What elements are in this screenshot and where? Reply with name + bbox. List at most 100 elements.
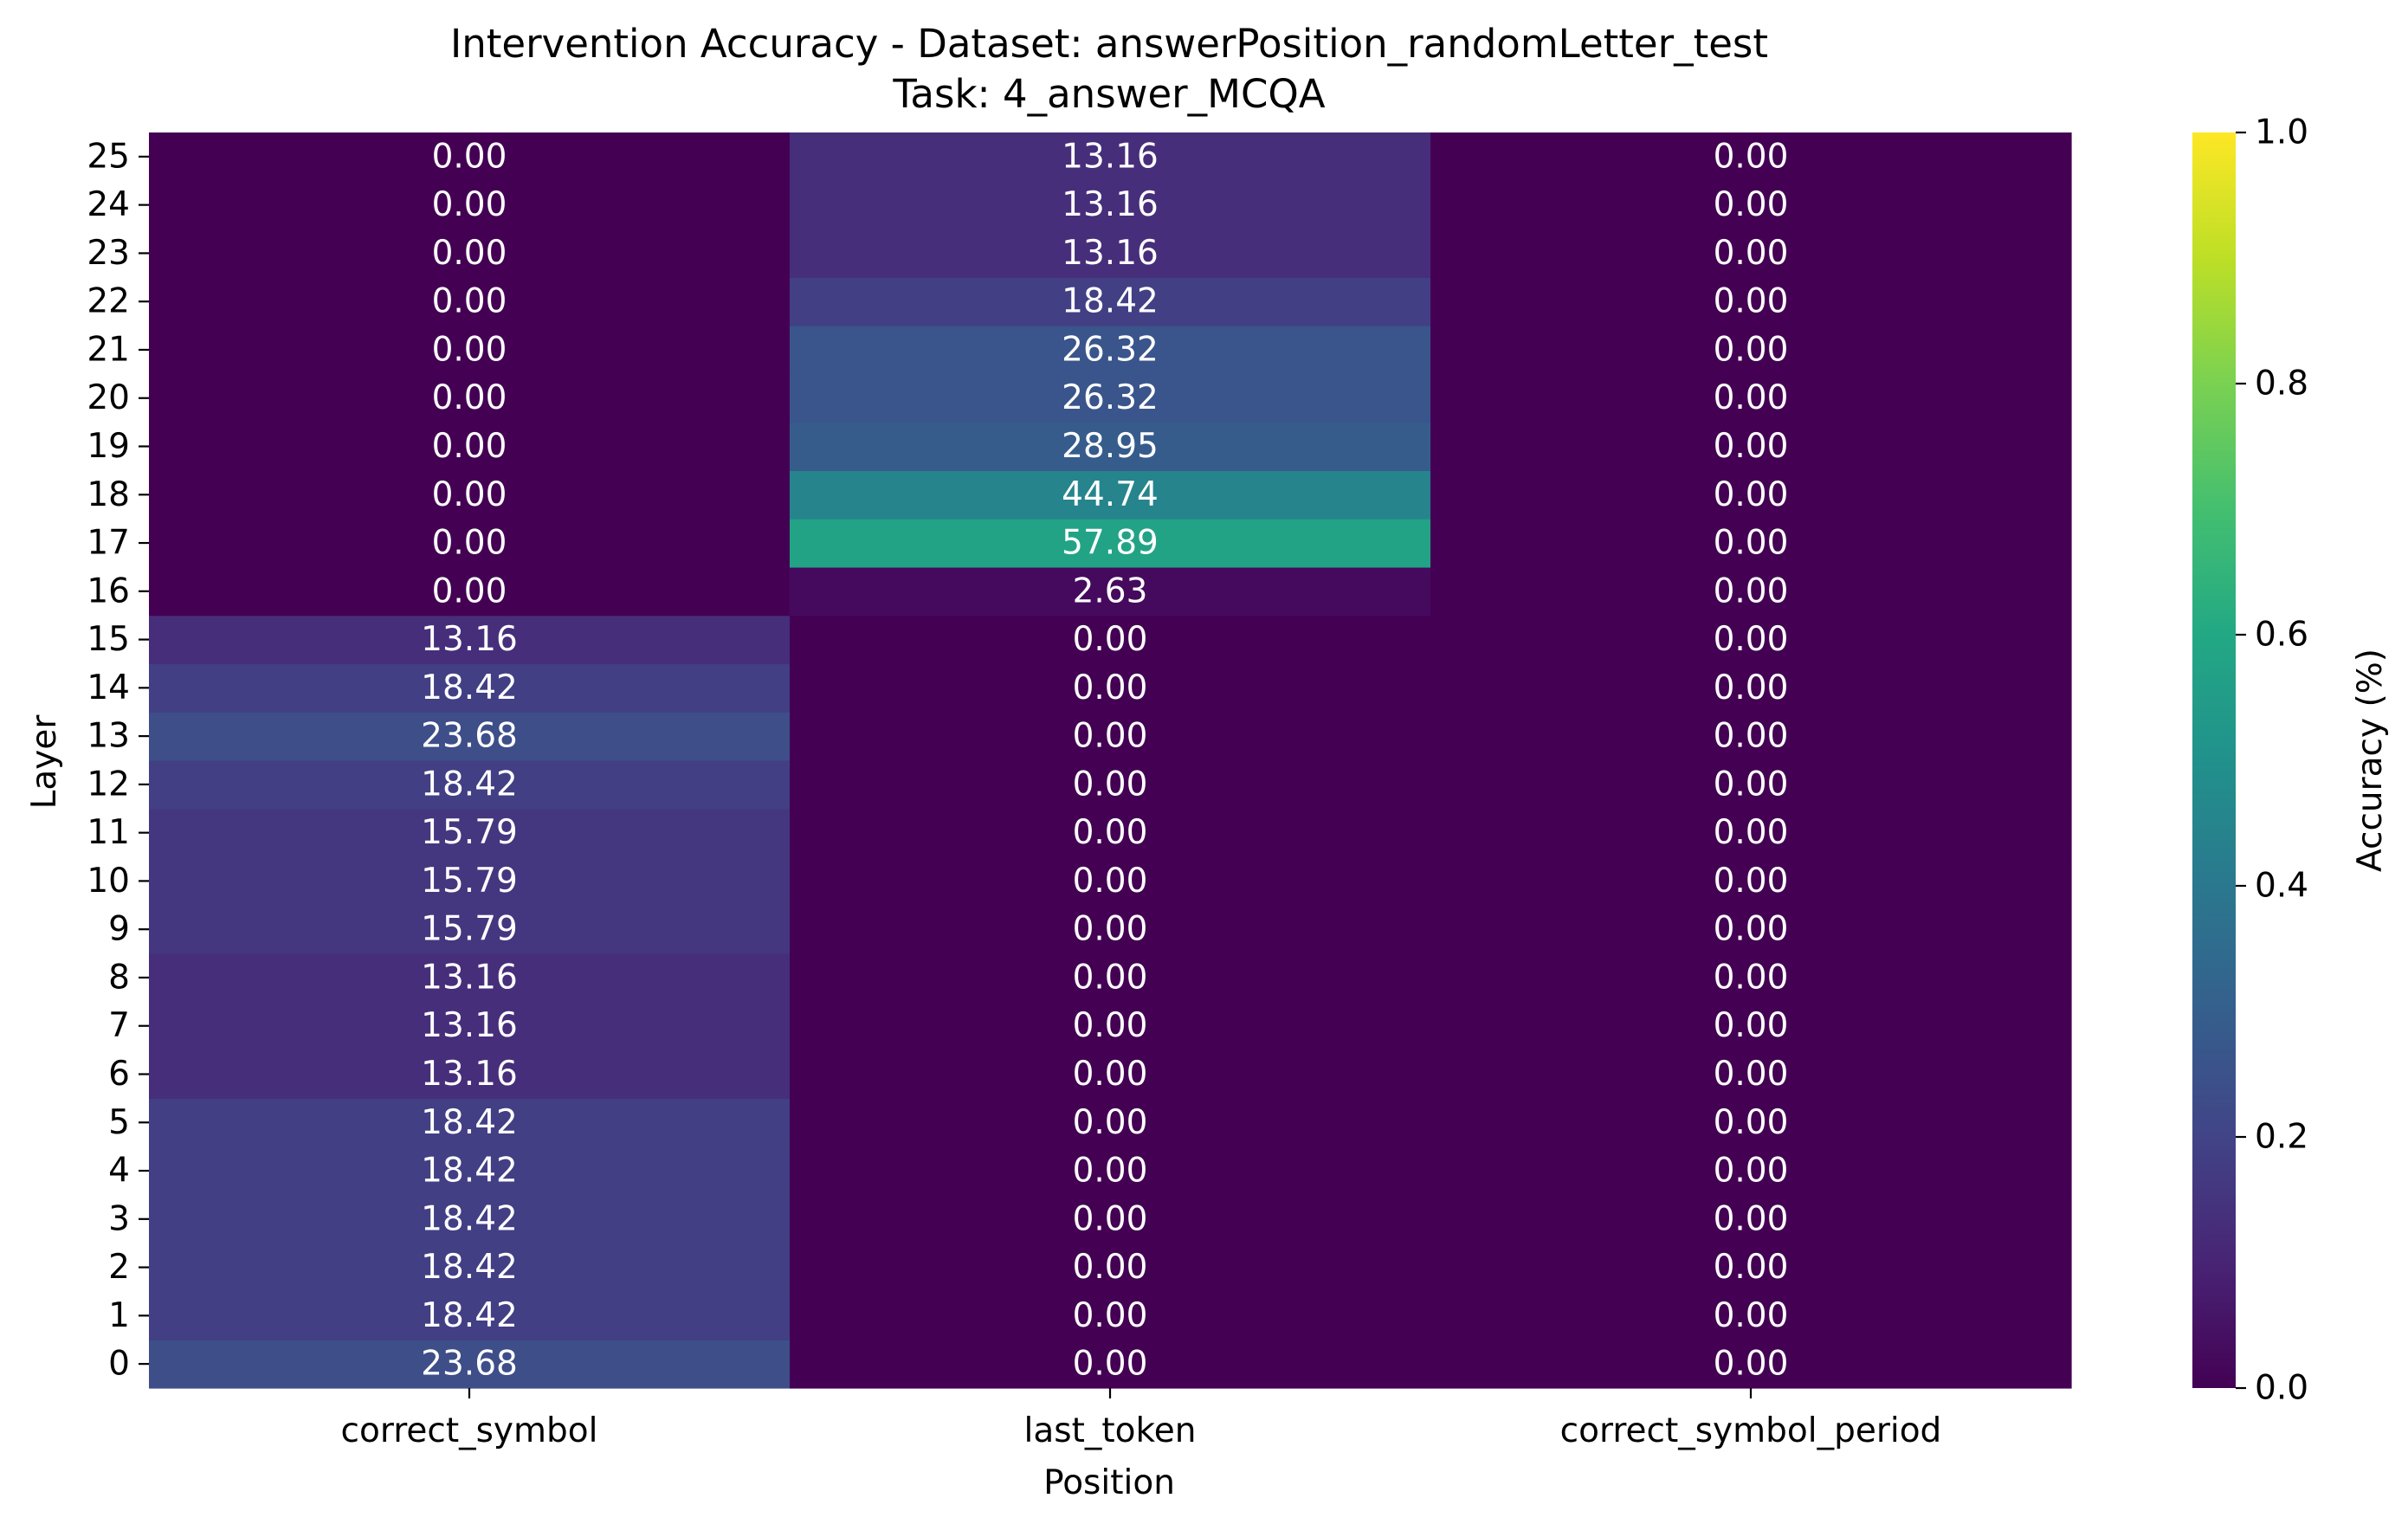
cell-value-label: 18.42 bbox=[421, 1103, 518, 1142]
y-tick-label: 23 bbox=[87, 234, 130, 273]
y-tick-label: 25 bbox=[87, 137, 130, 176]
cell-value-label: 18.42 bbox=[421, 1296, 518, 1335]
cell-value-label: 0.00 bbox=[1073, 668, 1148, 707]
cell-value-label: 0.00 bbox=[1714, 330, 1789, 369]
heatmap-cell bbox=[149, 1146, 791, 1196]
heatmap-cell bbox=[790, 1001, 1431, 1051]
cell-value-label: 0.00 bbox=[1714, 524, 1789, 563]
cell-value-label: 0.00 bbox=[1714, 1248, 1789, 1287]
heatmap-cell-labels: 23.68 0.00 0.00 18.42 0.00 0.00 18.42 0.00 0.00 1… bbox=[421, 137, 1788, 1383]
cell-value-label: 0.00 bbox=[1714, 813, 1789, 852]
y-tick-label: 13 bbox=[87, 717, 130, 756]
heatmap-cell bbox=[790, 1291, 1431, 1340]
heatmap-cell bbox=[790, 1243, 1431, 1293]
heatmap-cell bbox=[149, 1194, 791, 1244]
heatmap-cell bbox=[790, 1146, 1431, 1196]
y-tick-label: 4 bbox=[108, 1152, 130, 1191]
y-axis-ticks: 0123456789101112131415161718192021222324… bbox=[87, 137, 149, 1384]
cell-value-label: 13.16 bbox=[1062, 185, 1159, 224]
y-tick-label: 22 bbox=[87, 282, 130, 321]
cell-value-label: 18.42 bbox=[421, 1152, 518, 1191]
heatmap-cell bbox=[1430, 1291, 2072, 1340]
cell-value-label: 0.00 bbox=[1073, 1055, 1148, 1094]
heatmap-cell bbox=[790, 905, 1431, 954]
y-tick-label: 18 bbox=[87, 475, 130, 514]
heatmap-cell bbox=[149, 470, 791, 520]
heatmap-cell bbox=[149, 760, 791, 810]
heatmap-cell bbox=[790, 229, 1431, 278]
y-tick-label: 16 bbox=[87, 572, 130, 610]
heatmap-cell bbox=[1430, 326, 2072, 375]
cell-value-label: 0.00 bbox=[1714, 427, 1789, 466]
y-tick-label: 1 bbox=[108, 1296, 130, 1335]
heatmap-cell bbox=[149, 1291, 791, 1340]
heatmap-cell bbox=[790, 470, 1431, 520]
colorbar-tick-label: 1.0 bbox=[2255, 113, 2308, 152]
cell-value-label: 15.79 bbox=[421, 862, 518, 901]
cell-value-label: 13.16 bbox=[421, 958, 518, 997]
heatmap-cell bbox=[790, 519, 1431, 568]
heatmap-cell bbox=[149, 519, 791, 568]
heatmap-cell bbox=[790, 760, 1431, 810]
heatmap-cell bbox=[1430, 1049, 2072, 1099]
cell-value-label: 0.00 bbox=[1714, 1296, 1789, 1335]
heatmap-cell bbox=[149, 663, 791, 713]
cell-value-label: 0.00 bbox=[1073, 1296, 1148, 1335]
cell-value-label: 18.42 bbox=[421, 1248, 518, 1287]
cell-value-label: 0.00 bbox=[432, 524, 507, 563]
heatmap-cell bbox=[790, 132, 1431, 182]
y-tick-label: 21 bbox=[87, 330, 130, 369]
heatmap-cell bbox=[1430, 566, 2072, 617]
heatmap-cell bbox=[149, 1243, 791, 1293]
colorbar-tick-label: 0.6 bbox=[2255, 616, 2308, 655]
heatmap-cell bbox=[790, 1049, 1431, 1099]
heatmap-cell bbox=[790, 615, 1431, 665]
heatmap-cell bbox=[1430, 422, 2072, 471]
cell-value-label: 2.63 bbox=[1073, 572, 1148, 610]
x-axis-label: Position bbox=[1043, 1463, 1175, 1502]
cell-value-label: 0.00 bbox=[1714, 1152, 1789, 1191]
heatmap-cell bbox=[149, 1340, 791, 1389]
heatmap-cell bbox=[1430, 180, 2072, 230]
y-tick-label: 0 bbox=[108, 1345, 130, 1384]
colorbar-tick-label: 0.0 bbox=[2255, 1369, 2308, 1408]
colorbar-ticks: 0.0 0.2 0.4 0.6 0.8 1.0 bbox=[2236, 113, 2308, 1408]
heatmap-cell bbox=[1430, 277, 2072, 326]
heatmap-cell bbox=[790, 953, 1431, 1003]
colorbar-tick-label: 0.8 bbox=[2255, 365, 2308, 404]
heatmap-cell bbox=[790, 422, 1431, 471]
cell-value-label: 0.00 bbox=[1073, 1152, 1148, 1191]
cell-value-label: 0.00 bbox=[1073, 1345, 1148, 1384]
heatmap-cell bbox=[1430, 1243, 2072, 1293]
y-tick-label: 20 bbox=[87, 378, 130, 417]
colorbar-tick-label: 0.2 bbox=[2255, 1118, 2308, 1157]
cell-value-label: 0.00 bbox=[1714, 1103, 1789, 1142]
heatmap-cell bbox=[1430, 1146, 2072, 1196]
y-tick-label: 8 bbox=[108, 958, 130, 997]
cell-value-label: 0.00 bbox=[1073, 910, 1148, 949]
heatmap-cell bbox=[1430, 808, 2072, 858]
cell-value-label: 0.00 bbox=[432, 185, 507, 224]
heatmap-cell bbox=[149, 326, 791, 375]
heatmap-cell bbox=[790, 180, 1431, 230]
cell-value-label: 0.00 bbox=[1714, 862, 1789, 901]
cell-value-label: 0.00 bbox=[1714, 282, 1789, 321]
heatmap-cell bbox=[790, 1194, 1431, 1244]
heatmap-cell bbox=[790, 326, 1431, 375]
y-tick-label: 5 bbox=[108, 1103, 130, 1142]
cell-value-label: 28.95 bbox=[1062, 427, 1159, 466]
heatmap-cell bbox=[790, 663, 1431, 713]
x-axis-ticks: correct_symbol last_token correct_symbol_p… bbox=[341, 1388, 1941, 1450]
cell-value-label: 0.00 bbox=[432, 572, 507, 610]
heatmap-cell bbox=[1430, 712, 2072, 761]
cell-value-label: 0.00 bbox=[1714, 1345, 1789, 1384]
y-tick-label: 24 bbox=[87, 185, 130, 224]
cell-value-label: 0.00 bbox=[432, 475, 507, 514]
cell-value-label: 26.32 bbox=[1062, 378, 1159, 417]
heatmap-cell bbox=[1430, 373, 2072, 423]
x-tick-label: last_token bbox=[1024, 1411, 1197, 1450]
cell-value-label: 0.00 bbox=[1714, 572, 1789, 610]
cell-value-label: 0.00 bbox=[1714, 1199, 1789, 1238]
heatmap-cell bbox=[790, 277, 1431, 326]
